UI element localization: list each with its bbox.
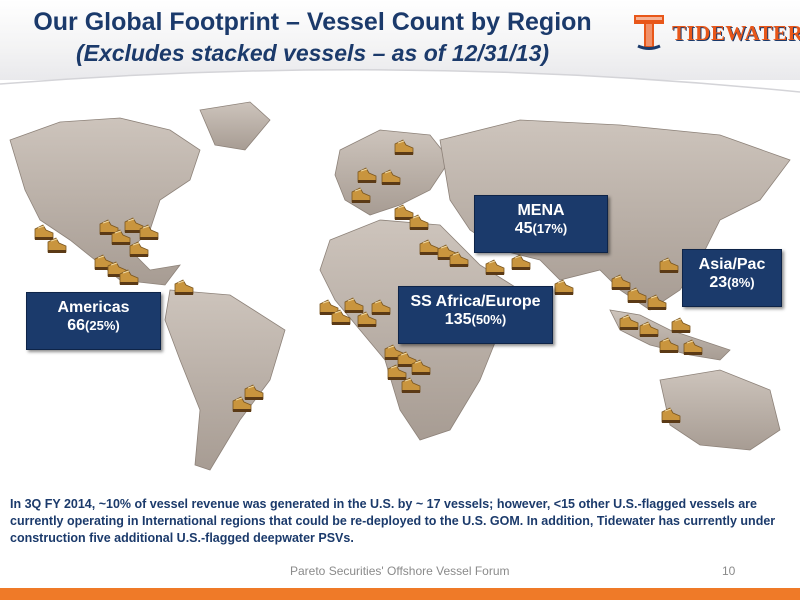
slide-header: Our Global Footprint – Vessel Count by R… (0, 0, 800, 80)
australia-landmass (659, 369, 781, 451)
region-name: MENA (517, 202, 565, 219)
south-america-landmass (164, 289, 286, 471)
region-count: 45 (514, 220, 533, 237)
region-mena: MENA 45(17%) (474, 195, 608, 253)
page-number: 10 (722, 564, 736, 578)
region-name: Americas (57, 299, 130, 316)
footer-event-name: Pareto Securities' Offshore Vessel Forum (290, 564, 510, 578)
region-americas: Americas 66(25%) (26, 292, 161, 350)
region-ss-africa-europe: SS Africa/Europe 135(50%) (398, 286, 553, 344)
tidewater-logo: TIDEWATER (632, 12, 800, 52)
north-america-landmass (9, 117, 201, 286)
region-percent: (25%) (85, 318, 120, 333)
region-percent: (50%) (471, 312, 507, 327)
region-count: 135 (444, 311, 472, 328)
region-percent: (17%) (532, 221, 568, 236)
greenland-landmass (199, 101, 271, 151)
logo-wordmark: TIDEWATER (672, 21, 800, 45)
region-asia-pac: Asia/Pac 23(8%) (682, 249, 782, 307)
header-swoosh (0, 69, 800, 102)
bottom-accent-bar (0, 588, 800, 600)
slide-subtitle: (Excludes stacked vessels – as of 12/31/… (75, 40, 550, 66)
footnote-text: In 3Q FY 2014, ~10% of vessel revenue wa… (10, 497, 776, 545)
region-count: 66 (67, 317, 86, 334)
region-name: SS Africa/Europe (410, 293, 541, 310)
region-count: 23 (709, 274, 728, 291)
tidewater-t-icon (634, 15, 664, 50)
region-percent: (8%) (727, 275, 755, 290)
slide-title: Our Global Footprint – Vessel Count by R… (33, 8, 592, 36)
region-name: Asia/Pac (698, 256, 766, 273)
